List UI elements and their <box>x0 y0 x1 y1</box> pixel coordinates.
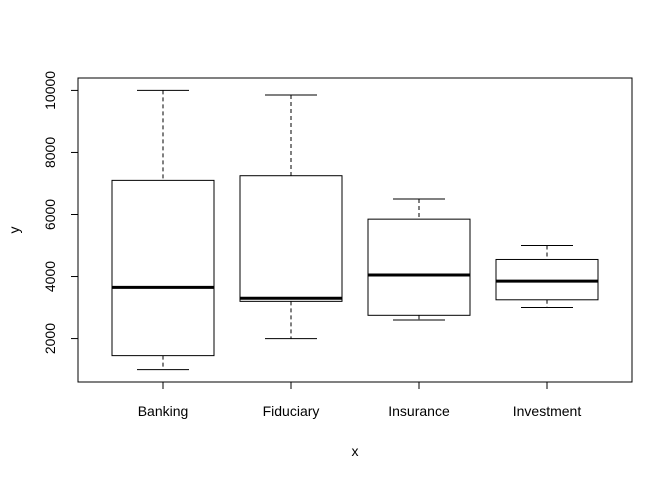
iqr-box <box>111 179 215 357</box>
y-tick-label: 2000 <box>42 323 58 354</box>
box-fiduciary <box>239 94 343 340</box>
box-insurance <box>367 198 471 321</box>
iqr-box <box>367 218 471 316</box>
y-tick-label: 10000 <box>42 71 58 110</box>
iqr-box <box>239 175 343 302</box>
x-axis-label: x <box>352 443 359 459</box>
y-tick-label: 6000 <box>42 199 58 230</box>
x-tick-label: Banking <box>138 403 189 419</box>
y-axis: 2000 4000 6000 8000 10000 <box>42 71 79 354</box>
y-tick-label: 4000 <box>42 261 58 292</box>
x-tick-label: Fiduciary <box>263 403 320 419</box>
x-axis: Banking Fiduciary Insurance Investment <box>138 381 582 419</box>
plot-frame <box>77 77 633 383</box>
box-investment <box>495 245 599 309</box>
x-tick-label: Investment <box>513 403 582 419</box>
boxes-layer <box>111 89 599 371</box>
box-banking <box>111 89 215 371</box>
y-axis-label: y <box>6 227 22 234</box>
x-tick-label: Insurance <box>388 403 450 419</box>
y-tick-label: 8000 <box>42 137 58 168</box>
iqr-box <box>495 258 599 301</box>
